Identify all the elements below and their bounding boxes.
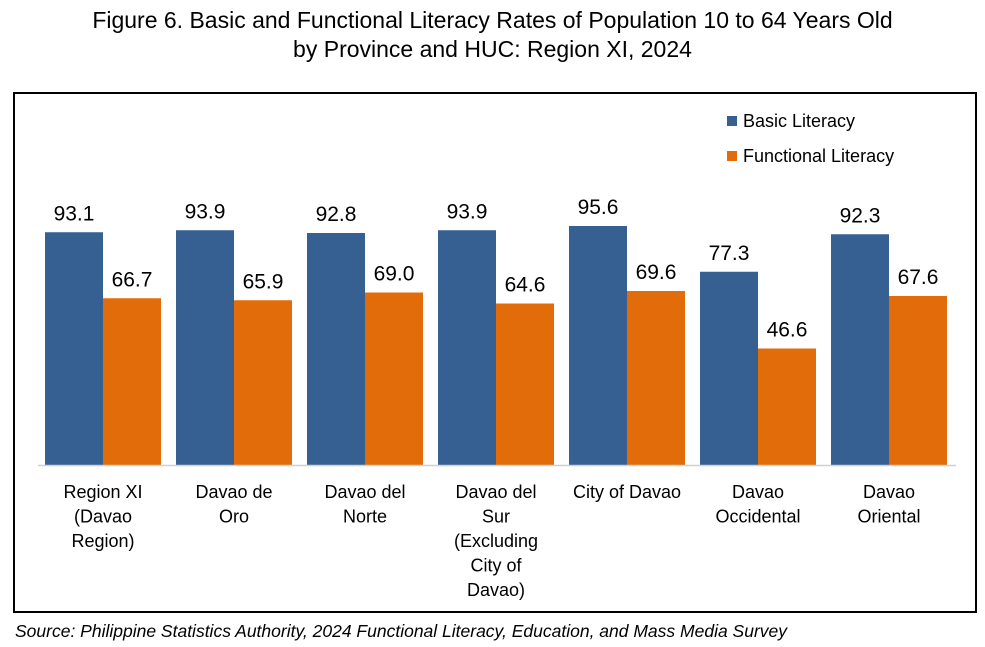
x-tick-label: Davao de xyxy=(195,482,272,502)
basic-literacy-value-label: 93.1 xyxy=(54,202,95,225)
x-tick-label: Davao) xyxy=(467,580,525,600)
functional-literacy-value-label: 46.6 xyxy=(767,319,808,342)
x-tick-label: (Davao xyxy=(74,507,132,527)
basic-literacy-bar xyxy=(569,226,627,465)
functional-literacy-bar xyxy=(103,298,161,465)
chart-title-line-1: Figure 6. Basic and Functional Literacy … xyxy=(92,7,893,33)
x-tick-label: Sur xyxy=(482,507,510,527)
basic-literacy-bar xyxy=(438,230,496,465)
chart-frame xyxy=(13,92,977,613)
basic-literacy-bar xyxy=(307,233,365,465)
basic-literacy-bar xyxy=(176,230,234,465)
functional-literacy-value-label: 66.7 xyxy=(112,268,153,291)
functional-literacy-value-label: 67.6 xyxy=(898,266,939,289)
functional-literacy-bar xyxy=(234,300,292,465)
basic-literacy-value-label: 92.3 xyxy=(840,204,881,227)
functional-literacy-bar xyxy=(496,303,554,465)
x-tick-label: Davao del xyxy=(324,482,405,502)
x-tick-label: Davao xyxy=(732,482,784,502)
functional-literacy-bar xyxy=(758,348,816,465)
x-tick-label: City of Davao xyxy=(573,482,681,502)
legend-label: Basic Literacy xyxy=(743,111,855,131)
basic-literacy-bar xyxy=(45,232,103,465)
x-tick-label: Davao xyxy=(863,482,915,502)
x-tick-label: Norte xyxy=(343,507,387,527)
x-tick-label: City of xyxy=(470,556,522,576)
basic-literacy-value-label: 77.3 xyxy=(709,242,750,265)
x-tick-label: Oriental xyxy=(857,507,920,527)
x-tick-label: Davao del xyxy=(455,482,536,502)
chart-title: Figure 6. Basic and Functional Literacy … xyxy=(0,6,985,64)
legend-label: Functional Literacy xyxy=(743,146,894,166)
functional-literacy-bar xyxy=(627,291,685,465)
x-tick-label: (Excluding xyxy=(454,531,538,551)
basic-literacy-value-label: 93.9 xyxy=(447,200,488,223)
basic-literacy-bar xyxy=(700,271,758,465)
functional-literacy-bar xyxy=(365,292,423,465)
legend-swatch xyxy=(727,116,737,126)
basic-literacy-bar xyxy=(831,234,889,465)
legend-swatch xyxy=(727,151,737,161)
source-note: Source: Philippine Statistics Authority,… xyxy=(15,621,788,641)
functional-literacy-value-label: 64.6 xyxy=(505,274,546,297)
functional-literacy-value-label: 69.6 xyxy=(636,261,677,284)
functional-literacy-value-label: 69.0 xyxy=(374,263,415,286)
x-tick-label: Oro xyxy=(219,507,249,527)
functional-literacy-value-label: 65.9 xyxy=(243,270,284,293)
x-tick-label: Region XI xyxy=(63,482,142,502)
basic-literacy-value-label: 95.6 xyxy=(578,196,619,219)
x-tick-label: Region) xyxy=(71,531,134,551)
basic-literacy-value-label: 93.9 xyxy=(185,200,226,223)
x-tick-label: Occidental xyxy=(715,507,800,527)
functional-literacy-bar xyxy=(889,296,947,465)
chart-title-line-2: by Province and HUC: Region XI, 2024 xyxy=(293,36,692,62)
basic-literacy-value-label: 92.8 xyxy=(316,203,357,226)
